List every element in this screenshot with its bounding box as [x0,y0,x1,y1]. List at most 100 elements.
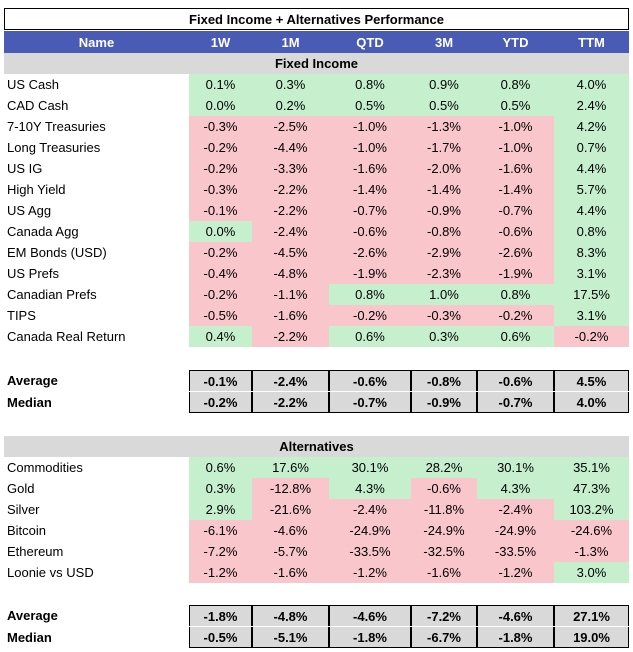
value-cell: 0.6% [477,326,554,347]
value-cell: -0.2% [477,305,554,326]
value-cell: -0.2% [189,158,252,179]
value-cell: 0.9% [411,74,477,95]
value-cell: 4.3% [477,478,554,499]
value-cell: -4.6% [252,520,329,541]
row-name: TIPS [7,308,36,323]
value-cell: 0.8% [329,284,411,305]
value-cell: -6.1% [189,520,252,541]
col-header-qtd: QTD [356,34,384,50]
table-row: EM Bonds (USD) -0.2% -4.5% -2.6% -2.9% -2.6% 8… [4,242,629,263]
col-header-1m: 1M [281,34,300,50]
value-cell: -2.4% [252,221,329,242]
table-row: US IG -0.2% -3.3% -1.6% -2.0% -1.6% 4.4% [4,158,629,179]
value-cell: 3.0% [554,562,629,583]
stat-label: Average [7,608,58,623]
value-cell: -1.6% [252,562,329,583]
row-name: Canadian Prefs [7,287,97,302]
fixed-income-average-row: Average -0.1% -2.4% -0.6% -0.8% -0.6% 4.… [4,370,629,391]
value-cell: -0.3% [411,305,477,326]
stat-value: -4.6% [329,605,411,626]
table-row: Long Treasuries -0.2% -4.4% -1.0% -1.7% -1.0%… [4,137,629,158]
table-title: Fixed Income + Alternatives Performance [4,8,629,30]
row-name: Loonie vs USD [7,565,94,580]
stat-value: -2.4% [252,370,329,391]
value-cell: 47.3% [554,478,629,499]
row-name: US Prefs [7,266,60,281]
value-cell: -1.2% [477,562,554,583]
stat-value: -0.1% [189,370,252,391]
value-cell: -1.2% [189,562,252,583]
value-cell: -2.0% [411,158,477,179]
value-cell: -2.3% [411,263,477,284]
value-cell: -1.0% [329,137,411,158]
stat-value: 27.1% [554,605,629,626]
value-cell: -0.2% [554,326,629,347]
value-cell: -5.7% [252,541,329,562]
value-cell: 0.0% [189,95,252,116]
row-name: Bitcoin [7,523,47,538]
value-cell: -2.4% [329,499,411,520]
table-row: Canada Real Return 0.4% -2.2% 0.6% 0.3% 0.6% -… [4,326,629,347]
row-name: 7-10Y Treasuries [7,119,106,134]
table-row: TIPS -0.5% -1.6% -0.2% -0.3% -0.2% 3.1% [4,305,629,326]
row-name: Commodities [7,460,83,475]
stat-value: 4.5% [554,370,629,391]
row-name: US IG [7,161,43,176]
section-header-fixed-income: Fixed Income [4,53,629,74]
value-cell: 2.9% [189,499,252,520]
value-cell: 17.5% [554,284,629,305]
value-cell: -2.2% [252,326,329,347]
stat-value: -2.2% [252,392,329,413]
value-cell: 2.4% [554,95,629,116]
value-cell: -0.9% [411,200,477,221]
row-name: High Yield [7,182,66,197]
stat-value: -4.6% [477,605,554,626]
value-cell: -2.6% [329,242,411,263]
stat-value: -0.8% [411,370,477,391]
value-cell: -2.2% [252,179,329,200]
row-name: EM Bonds (USD) [7,245,107,260]
value-cell: -1.4% [477,179,554,200]
value-cell: 0.4% [189,326,252,347]
value-cell: -2.6% [477,242,554,263]
stat-label: Median [7,630,52,645]
value-cell: -2.2% [252,200,329,221]
table-row: 7-10Y Treasuries -0.3% -2.5% -1.0% -1.3% -1.0… [4,116,629,137]
value-cell: 0.8% [477,284,554,305]
value-cell: 0.6% [189,457,252,478]
value-cell: -4.4% [252,137,329,158]
stat-value: 19.0% [554,627,629,648]
alternatives-average-row: Average -1.8% -4.8% -4.6% -7.2% -4.6% 27… [4,605,629,626]
value-cell: -1.4% [329,179,411,200]
table-row: US Cash 0.1% 0.3% 0.8% 0.9% 0.8% 4.0% [4,74,629,95]
value-cell: 0.1% [189,74,252,95]
value-cell: 0.5% [477,95,554,116]
table-row: Gold 0.3% -12.8% 4.3% -0.6% 4.3% 47.3% [4,478,629,499]
stat-value: -5.1% [252,627,329,648]
stat-value: -0.6% [329,370,411,391]
table-row: CAD Cash 0.0% 0.2% 0.5% 0.5% 0.5% 2.4% [4,95,629,116]
stat-value: -0.5% [189,627,252,648]
value-cell: -1.6% [329,158,411,179]
value-cell: 3.1% [554,305,629,326]
stat-label: Average [7,373,58,388]
value-cell: -0.8% [411,221,477,242]
value-cell: -0.7% [329,200,411,221]
stat-value: -1.8% [189,605,252,626]
value-cell: 28.2% [411,457,477,478]
value-cell: 0.8% [554,221,629,242]
value-cell: -2.9% [411,242,477,263]
value-cell: 1.0% [411,284,477,305]
value-cell: -0.6% [477,221,554,242]
value-cell: -21.6% [252,499,329,520]
table-row: Canadian Prefs -0.2% -1.1% 0.8% 1.0% 0.8% 17.5… [4,284,629,305]
stat-value: -7.2% [411,605,477,626]
table-row: Bitcoin -6.1% -4.6% -24.9% -24.9% -24.9% -24.6… [4,520,629,541]
value-cell: -0.3% [189,179,252,200]
value-cell: 4.4% [554,200,629,221]
col-header-name: Name [78,34,115,50]
value-cell: -1.3% [554,541,629,562]
value-cell: -0.5% [189,305,252,326]
value-cell: -1.1% [252,284,329,305]
row-name: US Cash [7,77,60,92]
